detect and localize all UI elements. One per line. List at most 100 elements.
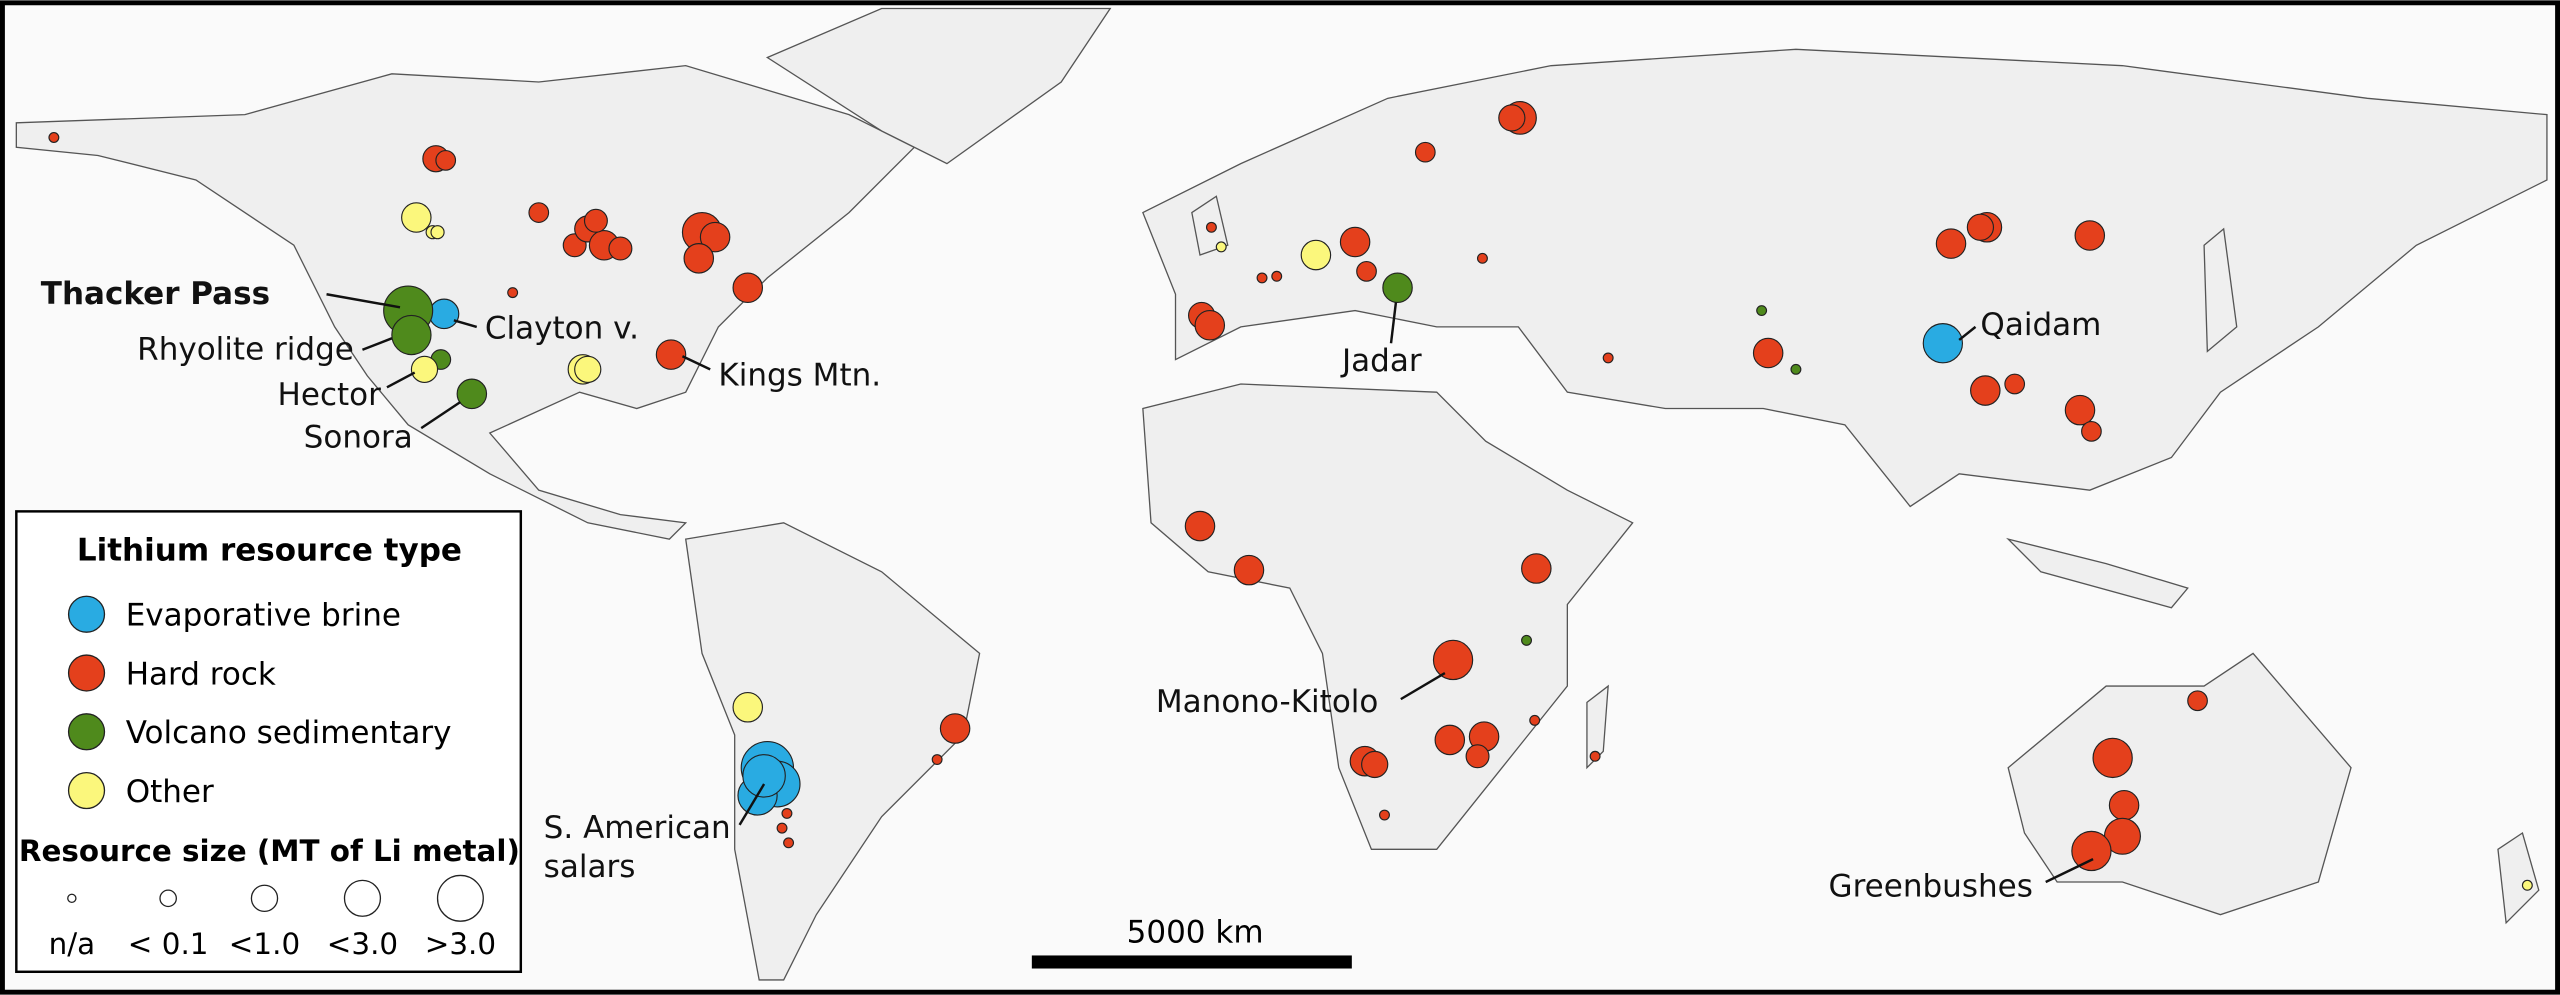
deposit [428,298,460,330]
legend-label: Hard rock [126,656,276,692]
deposit [783,837,795,849]
legend-title: Lithium resource type [77,532,462,568]
deposit [2521,879,2533,891]
deposit [1589,750,1601,762]
place-label-line: salars [544,849,636,885]
leader-line [362,337,393,351]
deposit [2108,789,2140,821]
deposit [655,339,687,370]
deposit [1205,221,1217,233]
deposit [1922,323,1964,364]
place-label: Greenbushes [1829,869,2033,905]
deposit [1184,510,1216,542]
size-title: Resource size (MT of Li metal) [19,834,520,868]
deposit [683,243,715,274]
place-label: Kings Mtn. [718,358,881,394]
place-label: Thacker Pass [41,276,270,312]
labels: Thacker Pass Clayton v. Rhyolite ridge Hect… [41,276,2102,905]
size-swatch [250,884,279,913]
deposit [1379,809,1390,821]
deposit [1356,261,1377,282]
deposit [2187,690,2208,712]
leader-line [2045,858,2094,884]
deposit [732,692,764,723]
deposit [2092,737,2133,779]
legend-label: Evaporative brine [126,598,401,634]
size-label: <3.0 [327,927,398,961]
deposit [1521,634,1532,646]
place-label: Manono-Kitolo [1156,684,1379,720]
deposits [48,101,2533,891]
deposit [507,287,519,299]
place-label: Clayton v. [485,310,639,346]
deposit [939,713,971,744]
legend-swatch [67,713,106,751]
deposit [1521,553,1552,584]
place-label: Hector [278,377,382,413]
deposit [1233,554,1265,586]
deposit [574,355,602,383]
deposit [776,822,788,834]
deposit [1256,272,1268,284]
deposit [699,221,731,253]
land [15,7,2548,981]
deposit [2064,394,2096,426]
deposit [1432,639,1474,681]
scale-label: 5000 km [1127,914,1264,950]
place-label: Rhyolite ridge [137,332,354,368]
deposit [48,132,60,143]
place-label: S. American salars [544,810,731,885]
deposit [2004,373,2026,395]
legend-swatch [67,654,106,692]
legend-swatch [67,771,106,810]
deposit [1465,744,1490,769]
size-label: <1.0 [229,927,300,961]
leader-line [420,400,462,430]
deposit [2081,421,2102,442]
leader-line [1389,302,1398,344]
deposit [528,202,550,223]
deposit [401,202,432,233]
deposit [732,272,764,303]
deposit [1476,252,1488,264]
deposit [1752,337,1784,369]
leader-line [1958,325,1977,341]
deposit [391,314,432,356]
size-label: n/a [49,927,96,961]
scale-bar [1031,955,1352,969]
deposit [1194,309,1226,341]
place-label: Qaidam [1980,307,2101,343]
deposit [1339,226,1371,258]
size-swatch [159,889,177,908]
deposit [1529,714,1541,726]
place-label: Sonora [304,420,413,456]
size-swatch [343,879,382,917]
deposit [430,225,445,240]
leader-line [326,293,401,309]
deposit [1271,270,1283,282]
deposit [2071,830,2112,872]
deposit [742,754,786,798]
size-swatch [67,893,77,904]
deposit [1300,239,1332,271]
deposit [1361,750,1389,779]
deposit [456,378,488,410]
deposit [410,355,439,383]
deposit [1970,375,2001,406]
leader-line [681,355,711,371]
size-swatch [436,874,484,922]
deposit [1382,272,1413,303]
size-label: < 0.1 [128,927,209,961]
deposit [1498,104,1526,132]
deposit [608,236,633,261]
deposit [435,149,457,171]
deposit [2074,220,2106,251]
size-label: >3.0 [425,927,496,961]
deposit [1935,228,1967,259]
deposit [1414,141,1436,163]
leader-line [738,783,766,826]
deposit [1756,305,1768,317]
deposit [931,754,943,766]
legend-label: Volcano sedimentary [126,715,452,751]
